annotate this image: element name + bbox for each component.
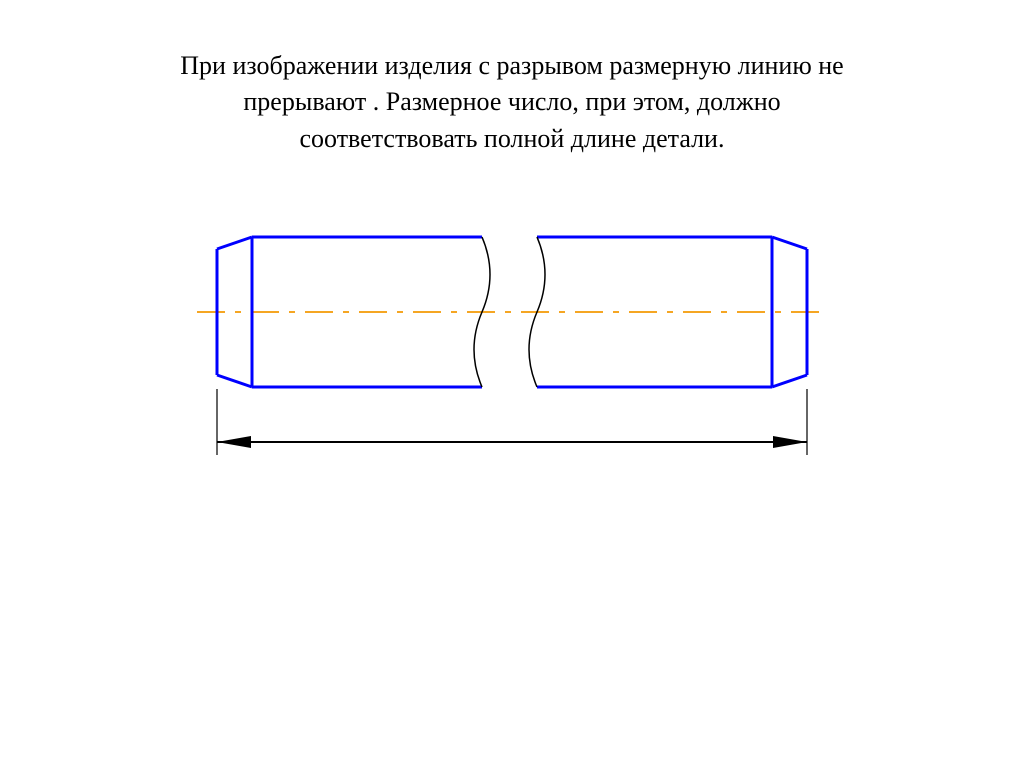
- title-block: При изображении изделия с разрывом разме…: [0, 48, 1024, 157]
- title-line-3: соответствовать полной длине детали.: [60, 121, 964, 157]
- title-line-2: прерывают . Размерное число, при этом, д…: [60, 84, 964, 120]
- engineering-diagram: [177, 217, 847, 537]
- diagram-container: [0, 217, 1024, 537]
- title-line-1: При изображении изделия с разрывом разме…: [60, 48, 964, 84]
